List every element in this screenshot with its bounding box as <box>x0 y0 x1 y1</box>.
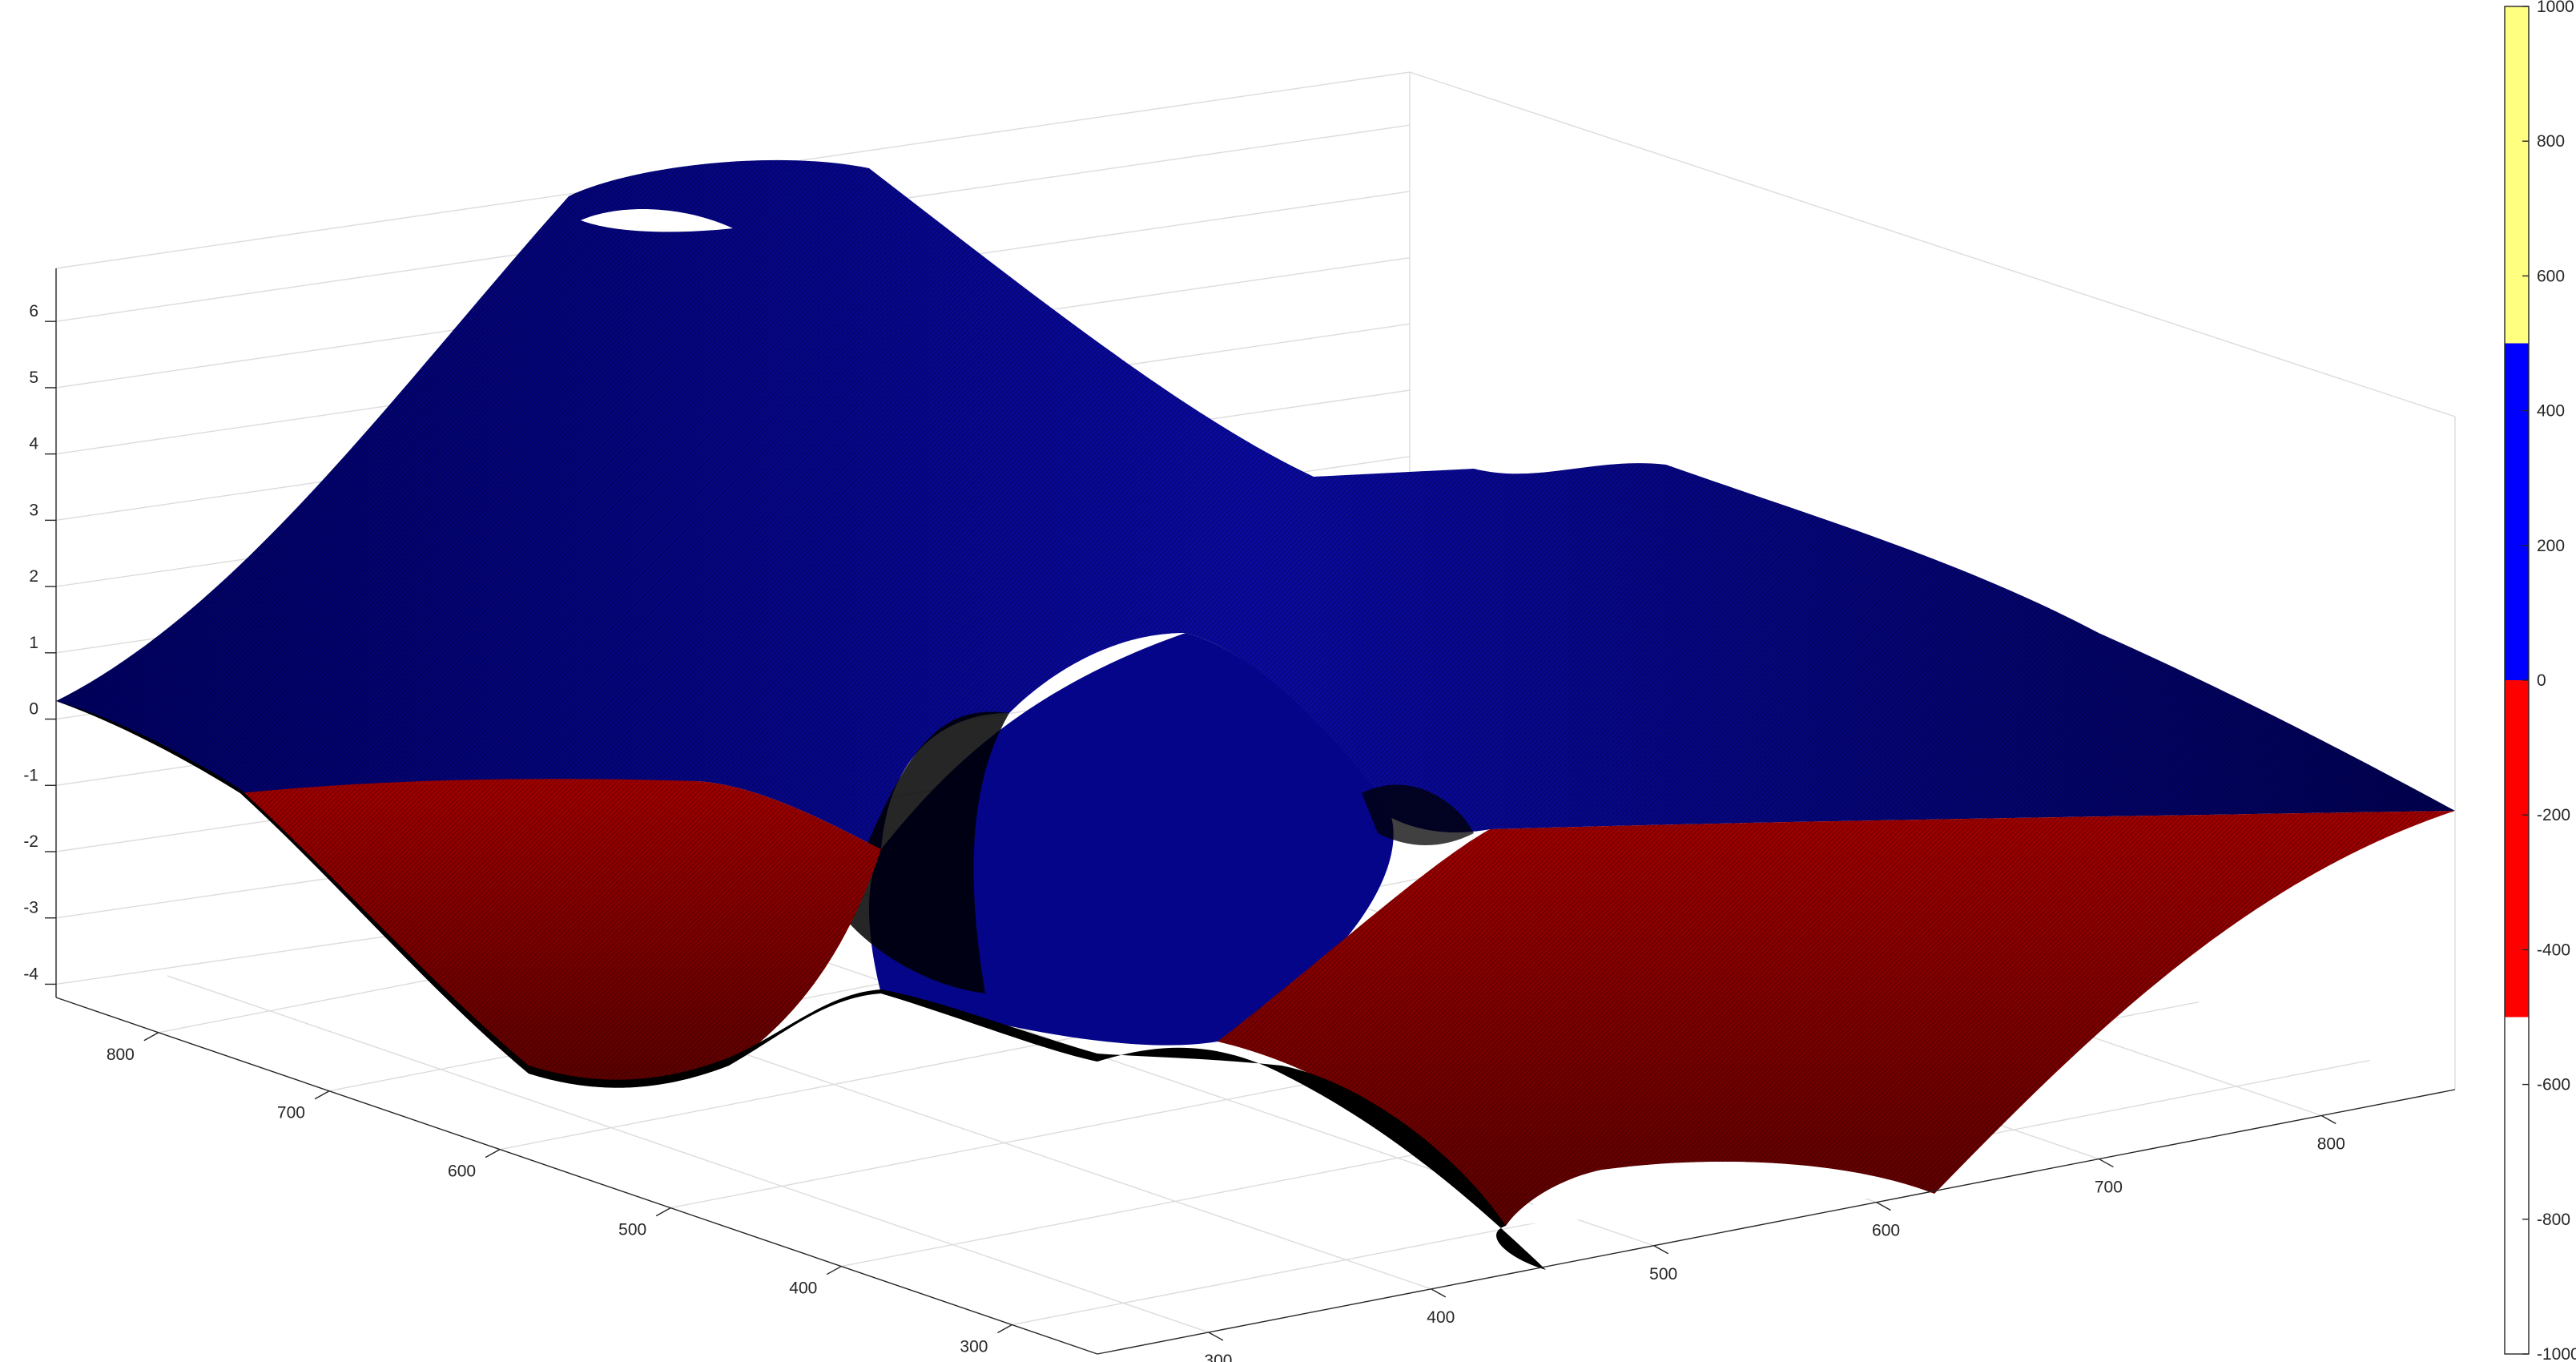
surface-negative-mesh-left <box>240 779 881 1088</box>
y-tick-label: 500 <box>618 1221 646 1239</box>
x-tick-mark <box>1431 1288 1447 1298</box>
colorbar-tick-label: -1000 <box>2537 1345 2576 1362</box>
surface-top-hole <box>581 209 733 232</box>
surface-mesh <box>56 159 2455 1270</box>
x-tick-label: 700 <box>2095 1179 2123 1197</box>
y-tick-label: 600 <box>448 1163 476 1181</box>
z-tick-label: 2 <box>29 567 38 586</box>
y-tick-mark <box>143 1032 159 1042</box>
colorbar-tick-label: 1000 <box>2537 0 2574 16</box>
colorbar-segments <box>2505 6 2529 1354</box>
colorbar-tick-label: -600 <box>2537 1076 2570 1094</box>
z-tick-label: 4 <box>29 435 38 453</box>
y-tick-label: 400 <box>789 1279 817 1298</box>
x-tick-mark <box>2320 1114 2337 1125</box>
surface-positive-mesh <box>56 159 2455 849</box>
x-axis-ticks: 300 400 500 600 700 800 <box>1204 1114 2345 1362</box>
z-tick-label: 6 <box>29 302 38 320</box>
colorbar-tick-label: 200 <box>2537 537 2565 555</box>
colorbar-tick-label: 0 <box>2537 671 2546 690</box>
x-axis-line <box>1097 1089 2456 1355</box>
z-axis-ticks: 6 5 4 3 2 1 0 -1 -2 -3 -4 <box>23 302 56 985</box>
x-tick-mark <box>1653 1245 1669 1255</box>
colorbar-tick-label: -200 <box>2537 806 2570 824</box>
y-axis-line <box>55 997 1098 1355</box>
y-tick-label: 300 <box>960 1338 988 1356</box>
surface-saddle-shadow <box>841 711 1009 993</box>
z-tick-label: 0 <box>29 700 38 719</box>
y-tick-label: 800 <box>107 1046 135 1064</box>
axes: 6 5 4 3 2 1 0 -1 -2 -3 -4 800 700 600 500 400 300 300 40… <box>23 268 2456 1362</box>
x-tick-label: 800 <box>2317 1134 2345 1153</box>
colorbar-segment <box>2505 680 2529 1017</box>
x-tick-label: 600 <box>1872 1222 1900 1240</box>
y-tick-mark <box>485 1149 501 1159</box>
colorbar: 1000 800 600 400 200 0 -200 -400 -600 -800 -1000 <box>2504 0 2576 1362</box>
colorbar-tick-label: -800 <box>2537 1211 2570 1229</box>
x-tick-label: 300 <box>1204 1352 1232 1362</box>
x-tick-label: 500 <box>1649 1265 1677 1283</box>
y-tick-label: 700 <box>277 1104 305 1122</box>
surface-bottom-hole <box>1506 1162 1934 1226</box>
z-tick-label: 1 <box>29 634 38 652</box>
x-gridline <box>167 975 1210 1333</box>
colorbar-tick-label: 800 <box>2537 132 2565 151</box>
colorbar-tick-label: -400 <box>2537 941 2570 959</box>
y-axis-ticks: 800 700 600 500 400 300 <box>107 1032 1012 1356</box>
x-tick-mark <box>1876 1202 1891 1211</box>
y-tick-mark <box>314 1090 330 1100</box>
colorbar-segment <box>2505 343 2529 680</box>
x-tick-mark <box>1208 1332 1224 1341</box>
y-tick-mark <box>997 1324 1012 1334</box>
surface-center-bump <box>869 633 1394 1046</box>
colorbar-tick-label: 600 <box>2537 267 2565 285</box>
back-wall-left-edge <box>55 71 2456 417</box>
z-tick-label: -3 <box>23 899 38 917</box>
z-tick-label: -1 <box>23 766 38 784</box>
z-tick-label: 5 <box>29 369 38 387</box>
z-tick-label: -2 <box>23 832 38 851</box>
surface-bump-shadow <box>1362 784 1474 845</box>
x-tick-mark <box>2099 1158 2114 1168</box>
colorbar-tick-label: 400 <box>2537 402 2565 421</box>
y-tick-mark <box>826 1265 842 1275</box>
z-tick-label: -4 <box>23 965 38 983</box>
colorbar-segment <box>2505 6 2529 344</box>
colorbar-ticks: 1000 800 600 400 200 0 -200 -400 -600 -800 -1000 <box>2522 0 2576 1362</box>
colorbar-segment <box>2505 1017 2529 1354</box>
x-tick-label: 400 <box>1427 1308 1455 1327</box>
surface-negative-mesh-right <box>1218 811 2455 1226</box>
y-tick-mark <box>655 1207 671 1217</box>
z-tick-label: 3 <box>29 501 38 519</box>
